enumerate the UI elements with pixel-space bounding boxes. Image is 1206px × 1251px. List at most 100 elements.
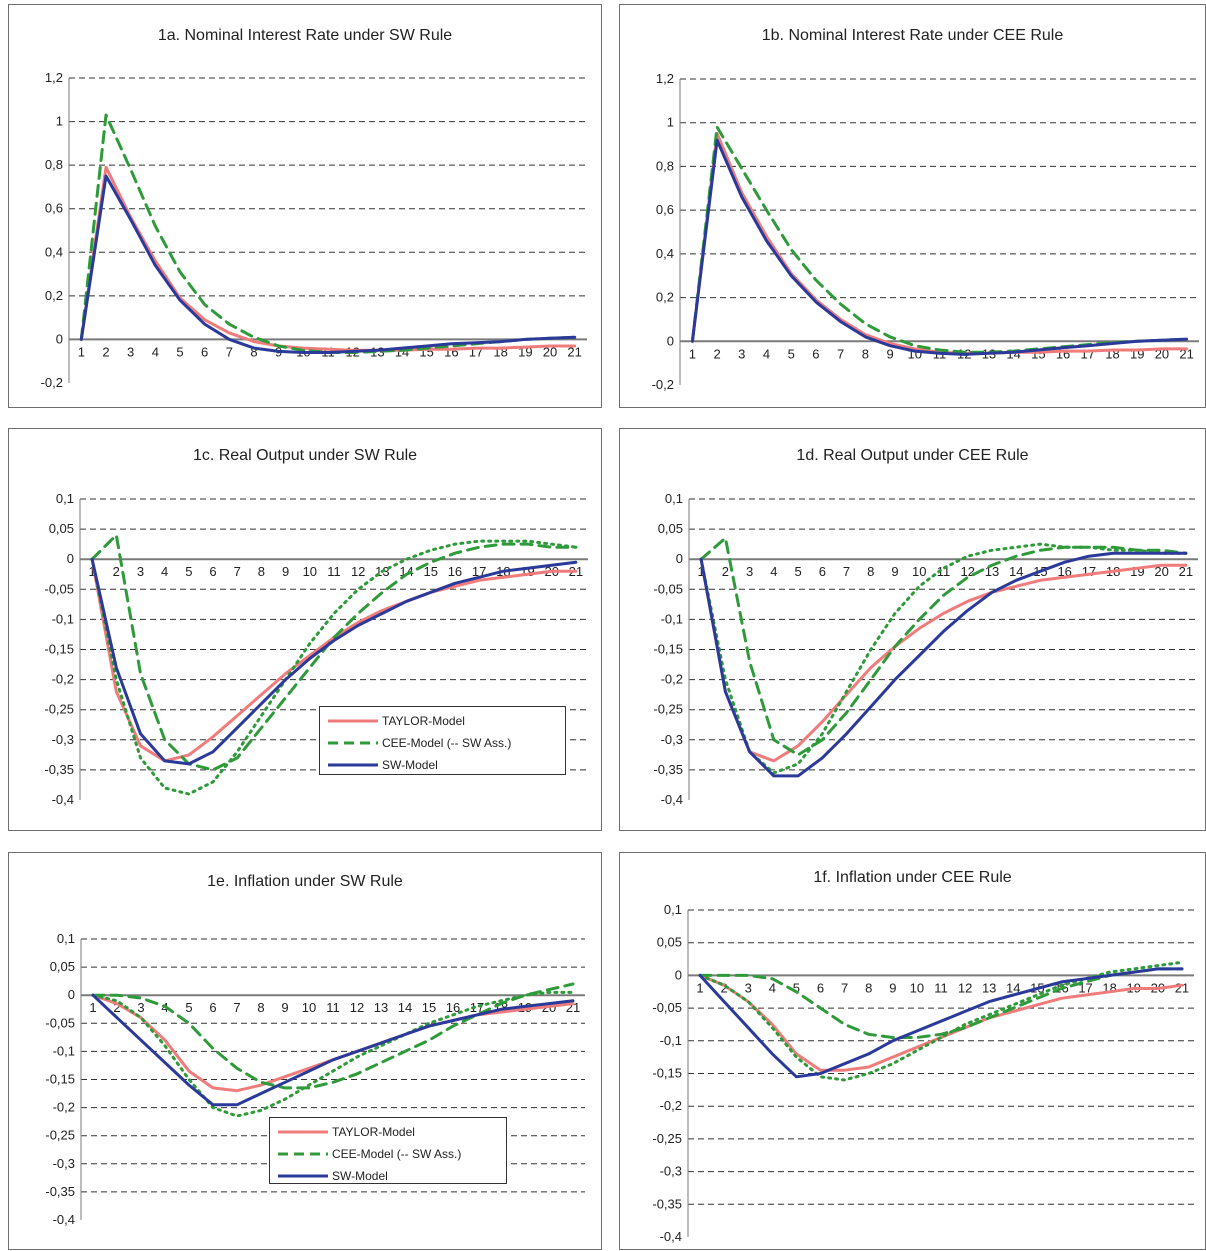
series-line-sw-solid [690, 138, 1189, 356]
x-tick-label: 3 [738, 346, 745, 361]
x-tick-label: 21 [1179, 564, 1193, 579]
x-tick-label: 6 [817, 980, 824, 995]
y-tick-label: 0,8 [45, 157, 63, 172]
chart-svg: -0,4 -0,35 -0,3 -0,25 -0,2 -0,15 -0,1 -0,05 0 0,0… [45, 931, 585, 1227]
x-tick-label: 5 [176, 344, 183, 359]
y-tick-label: 1,2 [45, 70, 63, 85]
y-tick-label: 0 [68, 987, 75, 1002]
chart-panel-1c: 1c. Real Output under SW Rule -0,4 -0,35-… [8, 428, 602, 831]
series-line-sw-solid [79, 174, 577, 354]
x-tick-label: 3 [746, 564, 753, 579]
x-tick-label: 10 [912, 564, 926, 579]
legend-swatch-taylor [328, 719, 378, 723]
x-tick-label: 5 [794, 564, 801, 579]
x-tick-label: 8 [865, 980, 872, 995]
y-tick-label: 0,4 [45, 244, 63, 259]
legend-item-cee: CEE-Model (-- SW Ass.) [278, 1143, 498, 1165]
y-tick-label: 0,1 [665, 491, 683, 506]
x-tick-label: 2 [721, 980, 728, 995]
y-tick-label: 1 [56, 114, 63, 129]
legend-swatch-cee [278, 1152, 328, 1156]
chart-panel-1b: 1b. Nominal Interest Rate under CEE Rule… [619, 4, 1206, 408]
x-tick-label: 16 [448, 564, 462, 579]
y-tick-label: -0,2 [661, 672, 683, 687]
x-tick-label: 10 [303, 564, 317, 579]
x-tick-label: 1 [698, 564, 705, 579]
series-line-cee-dashed [90, 533, 578, 772]
y-tick-label: 0 [67, 551, 74, 566]
x-tick-label: 21 [1175, 980, 1189, 995]
y-tick-label: -0,15 [44, 642, 74, 657]
y-tick-label: -0,1 [661, 611, 683, 626]
chart-title: 1c. Real Output under SW Rule [192, 447, 418, 464]
x-tick-label: 6 [819, 564, 826, 579]
x-tick-label: 8 [257, 1000, 264, 1015]
x-tick-label: 2 [113, 564, 120, 579]
x-tick-label: 8 [258, 564, 265, 579]
x-tick-label: 15 [422, 1000, 436, 1015]
chart-title: 1a. Nominal Interest Rate under SW Rule [157, 27, 453, 44]
y-tick-label: -0,25 [45, 1128, 75, 1143]
y-tick-label: -0,15 [652, 1066, 682, 1081]
chart-legend: TAYLOR-Model CEE-Model (-- SW Ass.) SW-M… [269, 1117, 507, 1184]
x-tick-label: 5 [185, 1000, 192, 1015]
y-tick-label: 0,4 [656, 246, 674, 261]
y-tick-label: 0,6 [656, 202, 674, 217]
x-tick-label: 11 [326, 1000, 340, 1015]
y-tick-label: 1,2 [656, 71, 674, 86]
legend-label: CEE-Model (-- SW Ass.) [332, 1147, 462, 1161]
x-tick-label: 1 [88, 564, 95, 579]
x-tick-label: 1 [696, 980, 703, 995]
y-tick-label: 0 [56, 331, 63, 346]
y-tick-label: -0,35 [652, 1196, 682, 1211]
y-tick-label: -0,15 [653, 642, 683, 657]
x-tick-label: 7 [233, 1000, 240, 1015]
x-tick-label: 3 [127, 344, 134, 359]
y-tick-label: -0,3 [660, 1164, 682, 1179]
x-tick-label: 20 [1154, 564, 1168, 579]
y-tick-label: 0,05 [50, 959, 75, 974]
y-tick-label: -0,05 [45, 1015, 75, 1030]
y-tick-label: 0,2 [656, 290, 674, 305]
x-tick-label: 13 [374, 1000, 388, 1015]
x-tick-label: 1 [689, 346, 696, 361]
y-tick-label: 0,05 [658, 521, 683, 536]
x-tick-label: 5 [793, 980, 800, 995]
series-line-cee-dotted [90, 539, 578, 796]
y-tick-label: -0,2 [53, 1100, 75, 1115]
x-tick-label: 20 [543, 344, 557, 359]
x-tick-label: 2 [102, 344, 109, 359]
y-tick-label: -0,15 [45, 1072, 75, 1087]
y-tick-label: -0,1 [52, 611, 74, 626]
y-tick-label: -0,35 [45, 1184, 75, 1199]
legend-item-cee: CEE-Model (-- SW Ass.) [328, 732, 557, 754]
series-line-cee-dashed [698, 967, 1184, 1039]
x-tick-label: 17 [470, 1000, 484, 1015]
x-tick-label: 7 [234, 564, 241, 579]
chart-svg: -0,200,20,40,60,811,21 2 3 4 5 6 7 8 9 10 11 12 13 14… [41, 70, 587, 390]
y-tick-label: 0,8 [656, 158, 674, 173]
y-tick-label: -0,35 [653, 762, 683, 777]
y-tick-label: -0,4 [661, 792, 683, 807]
y-tick-label: 0,1 [664, 902, 682, 917]
y-tick-label: -0,4 [660, 1229, 682, 1244]
y-tick-label: -0,2 [652, 377, 674, 392]
x-tick-label: 6 [812, 346, 819, 361]
x-tick-label: 7 [837, 346, 844, 361]
x-tick-label: 7 [843, 564, 850, 579]
x-tick-label: 8 [250, 344, 257, 359]
y-tick-label: 0 [667, 333, 674, 348]
x-tick-label: 14 [398, 1000, 412, 1015]
y-tick-label: -0,35 [44, 762, 74, 777]
chart-panel-1d: 1d. Real Output under CEE Rule -0,4 -0,35… [619, 428, 1206, 831]
x-tick-label: 9 [889, 980, 896, 995]
chart-panel-1a: 1a. Nominal Interest Rate under SW Rule … [8, 4, 602, 408]
y-tick-label: -0,2 [52, 672, 74, 687]
legend-item-sw: SW-Model [278, 1165, 498, 1187]
y-tick-label: 0 [676, 551, 683, 566]
series-line-sw-solid [90, 557, 578, 766]
x-tick-label: 11 [934, 980, 948, 995]
x-tick-label: 8 [867, 564, 874, 579]
legend-label: TAYLOR-Model [332, 1125, 415, 1139]
series-line-sw-solid [699, 551, 1188, 778]
